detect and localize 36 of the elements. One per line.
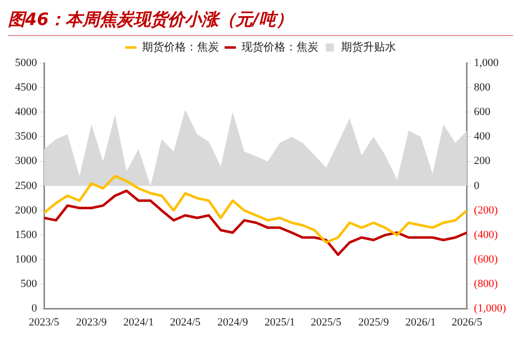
y2-tick-label: 600 [474,106,491,118]
legend-label: 期货价格：焦炭 [142,40,219,54]
y-tick-label: 3000 [15,155,38,168]
y2-tick-label: 400 [474,130,491,143]
y-tick-label: 500 [20,278,38,290]
y2-tick-label: 0 [474,180,480,192]
x-tick-label: 2025/5 [310,316,342,328]
y2-tick-label: 200 [474,155,491,168]
x-tick-label: 2025/9 [358,316,390,328]
y-tick-label: 1000 [15,254,38,266]
y2-tick-label: (600) [474,254,498,266]
y-tick-label: 1500 [15,228,38,241]
y2-tick-label: (1,000) [474,302,506,315]
x-tick-label: 2025/1 [264,316,296,328]
chart-title: 图46：本周焦炭现货价小涨（元/吨） [8,8,513,36]
x-tick-label: 2024/9 [217,316,248,328]
y-tick-label: 4000 [15,106,38,118]
legend-label: 期货升贴水 [340,40,396,54]
x-tick-label: 2023/9 [76,316,108,328]
y2-tick-label: (200) [474,204,498,216]
x-tick-label: 2023/5 [28,316,60,328]
y2-tick-label: (400) [474,228,498,241]
x-tick-label: 2026/1 [405,316,436,328]
y2-tick-label: (800) [474,278,498,290]
y-tick-label: 0 [32,302,38,315]
x-tick-label: 2024/1 [123,316,154,328]
y-tick-label: 4500 [15,81,38,94]
y-tick-label: 5000 [15,56,38,69]
y-tick-label: 3500 [15,130,38,143]
x-tick-label: 2026/5 [452,316,483,328]
legend-label: 现货价格：焦炭 [241,40,318,54]
x-tick-label: 2024/5 [170,316,202,328]
y2-tick-label: 800 [474,81,491,94]
y2-tick-label: 1,000 [474,56,500,69]
y-tick-label: 2000 [15,204,38,216]
y-tick-label: 2500 [15,180,38,192]
